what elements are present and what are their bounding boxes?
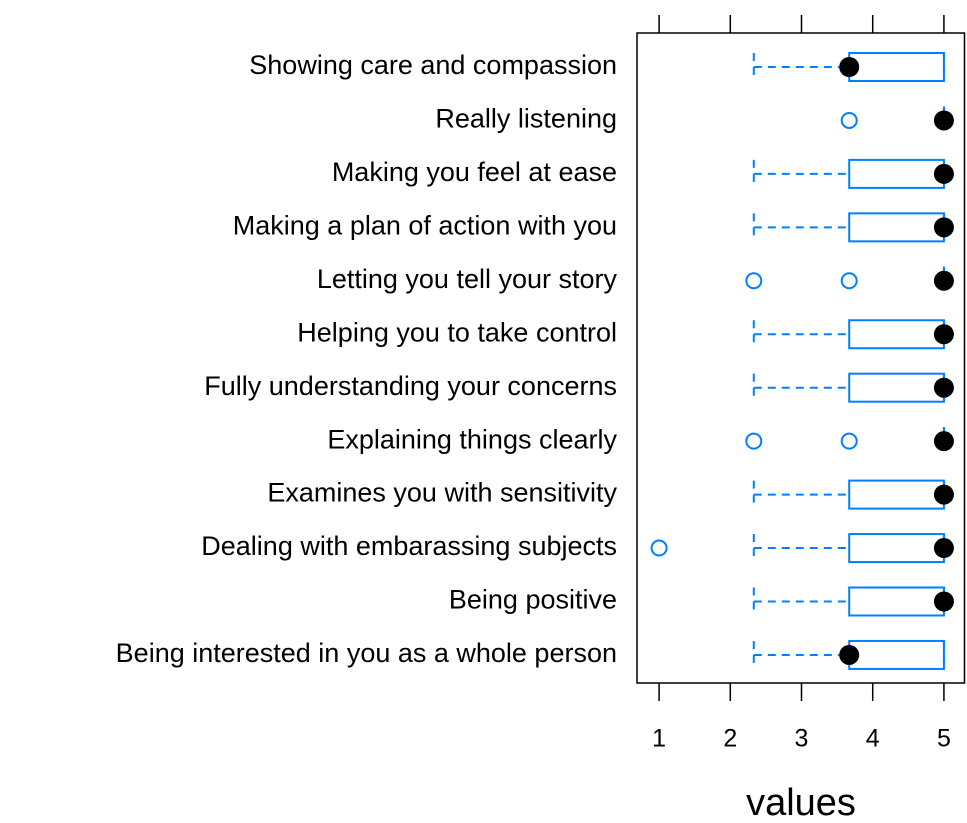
x-tick-label: 3 (795, 725, 809, 753)
median (933, 270, 954, 291)
box (848, 639, 945, 670)
outlier (745, 432, 763, 450)
category-label: Being positive (449, 585, 617, 615)
outlier (840, 432, 858, 450)
x-tick-label: 1 (652, 725, 666, 753)
median (933, 591, 954, 612)
median (933, 110, 954, 131)
box (848, 533, 945, 564)
median (839, 644, 860, 665)
plot-frame (636, 32, 966, 684)
outlier (745, 272, 763, 290)
category-label: Making you feel at ease (332, 157, 617, 187)
outlier (840, 272, 858, 290)
category-label: Explaining things clearly (327, 424, 617, 454)
box (848, 52, 945, 82)
median (933, 217, 954, 238)
outlier (840, 111, 858, 129)
box (848, 158, 945, 189)
x-tick-label: 4 (866, 725, 880, 753)
x-tick-label: 2 (723, 725, 737, 753)
category-label: Really listening (435, 104, 617, 134)
category-label: Helping you to take control (297, 317, 617, 347)
box (848, 319, 945, 350)
box (848, 372, 945, 403)
box (848, 479, 945, 510)
category-label: Fully understanding your concerns (204, 371, 617, 401)
x-tick-label: 5 (937, 725, 951, 753)
category-label: Making a plan of action with you (233, 210, 617, 240)
category-label: Being interested in you as a whole perso… (116, 638, 617, 668)
median (933, 484, 954, 505)
median (839, 57, 860, 77)
median (933, 431, 954, 452)
category-label: Examines you with sensitivity (267, 478, 617, 508)
median (933, 538, 954, 559)
box (848, 586, 945, 617)
median (933, 163, 954, 184)
median (933, 377, 954, 398)
box (848, 212, 945, 243)
median (933, 324, 954, 345)
outlier (650, 539, 668, 557)
category-label: Letting you tell your story (317, 264, 618, 294)
x-axis-label: values (746, 782, 856, 823)
category-label: Dealing with embarassing subjects (201, 531, 617, 561)
category-label: Showing care and compassion (249, 50, 617, 80)
